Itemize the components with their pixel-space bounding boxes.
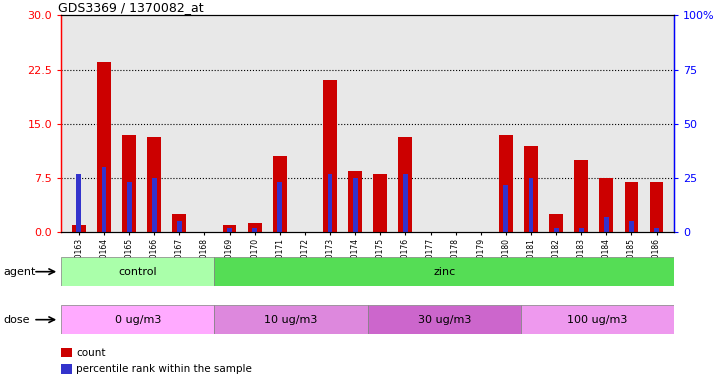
Text: dose: dose (4, 314, 30, 325)
Bar (650, 182, 663, 232)
Bar (248, 223, 262, 232)
Bar (353, 178, 358, 232)
Bar (503, 185, 508, 232)
Bar (177, 222, 182, 232)
Text: count: count (76, 348, 106, 358)
Bar (172, 214, 186, 232)
Bar (215, 257, 674, 286)
Bar (348, 171, 362, 232)
Bar (528, 178, 534, 232)
Bar (624, 182, 638, 232)
Bar (61, 305, 215, 334)
Bar (76, 174, 81, 232)
Text: 0 ug/m3: 0 ug/m3 (115, 314, 161, 325)
Bar (122, 135, 136, 232)
Bar (521, 305, 674, 334)
Bar (147, 137, 161, 232)
Bar (61, 257, 215, 286)
Bar (403, 174, 408, 232)
Bar (654, 228, 659, 232)
Bar (215, 305, 368, 334)
Text: control: control (118, 266, 157, 277)
Text: 10 ug/m3: 10 ug/m3 (265, 314, 318, 325)
Bar (273, 156, 287, 232)
Bar (102, 167, 107, 232)
Bar (97, 62, 111, 232)
Bar (554, 228, 559, 232)
Bar (323, 81, 337, 232)
Bar (327, 174, 332, 232)
Text: zinc: zinc (433, 266, 456, 277)
Bar (368, 305, 521, 334)
Bar (399, 137, 412, 232)
Bar (127, 182, 131, 232)
Bar (524, 146, 538, 232)
Bar (152, 178, 156, 232)
Bar (373, 174, 387, 232)
Bar (252, 228, 257, 232)
Bar (72, 225, 86, 232)
Bar (599, 178, 614, 232)
Text: 100 ug/m3: 100 ug/m3 (567, 314, 628, 325)
Bar (499, 135, 513, 232)
Text: GDS3369 / 1370082_at: GDS3369 / 1370082_at (58, 1, 204, 14)
Bar (278, 182, 282, 232)
Bar (223, 225, 236, 232)
Bar (61, 348, 72, 357)
Text: agent: agent (4, 266, 36, 277)
Bar (575, 160, 588, 232)
Text: percentile rank within the sample: percentile rank within the sample (76, 364, 252, 374)
Bar (604, 217, 609, 232)
Bar (629, 222, 634, 232)
Bar (61, 364, 72, 374)
Bar (227, 228, 232, 232)
Bar (549, 214, 563, 232)
Text: 30 ug/m3: 30 ug/m3 (417, 314, 471, 325)
Bar (579, 228, 583, 232)
